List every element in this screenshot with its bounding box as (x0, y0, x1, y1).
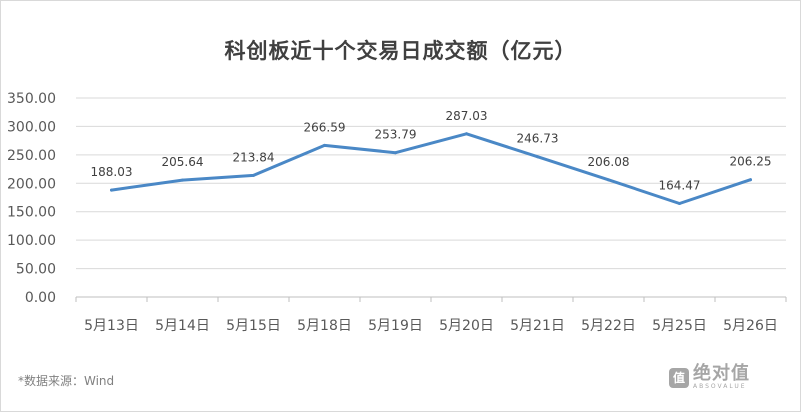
data-point (536, 155, 539, 159)
data-label: 266.59 (304, 120, 346, 134)
y-tick-label: 0.00 (25, 290, 56, 306)
x-tick-label: 5月13日 (84, 318, 139, 334)
data-point (181, 178, 184, 182)
data-label: 206.08 (588, 155, 630, 169)
data-label: 206.25 (730, 155, 772, 169)
data-point (749, 178, 752, 182)
watermark-subtext: ABSOVALUE (693, 383, 747, 390)
data-label: 213.84 (233, 150, 275, 164)
y-tick-label: 100.00 (7, 233, 56, 249)
watermark: 值 绝对值 ABSOVALUE (669, 365, 750, 390)
data-point (323, 143, 326, 147)
y-tick-label: 300.00 (7, 119, 56, 135)
x-tick-label: 5月19日 (368, 318, 423, 334)
brand-logo-icon: 值 (669, 367, 689, 388)
data-point (110, 188, 113, 192)
y-tick-label: 200.00 (7, 176, 56, 192)
data-label: 287.03 (446, 109, 488, 123)
data-point (252, 173, 255, 177)
data-point (607, 178, 610, 182)
watermark-text: 绝对值 (693, 363, 750, 384)
x-tick-label: 5月20日 (439, 318, 494, 334)
data-point (465, 132, 468, 136)
chart-title: 科创板近十个交易日成交额（亿元） (224, 39, 577, 63)
y-tick-label: 150.00 (7, 205, 56, 221)
data-label: 188.03 (91, 165, 133, 179)
data-source-note: *数据来源：Wind (18, 374, 115, 388)
x-tick-label: 5月14日 (155, 318, 210, 334)
data-label: 253.79 (375, 128, 417, 142)
series-line (110, 132, 752, 205)
data-point (678, 201, 681, 205)
y-tick-label: 50.00 (16, 262, 56, 278)
data-label: 205.64 (162, 155, 204, 169)
x-tick-label: 5月25日 (652, 318, 707, 334)
data-label: 246.73 (517, 132, 559, 146)
data-point (394, 151, 397, 155)
x-tick-label: 5月18日 (297, 318, 352, 334)
x-tick-label: 5月22日 (581, 318, 636, 334)
y-tick-label: 250.00 (7, 148, 56, 164)
x-tick-label: 5月15日 (226, 318, 281, 334)
data-label: 164.47 (659, 178, 701, 192)
x-tick-label: 5月21日 (510, 318, 565, 334)
y-tick-label: 350.00 (7, 91, 56, 107)
x-tick-label: 5月26日 (723, 318, 778, 334)
